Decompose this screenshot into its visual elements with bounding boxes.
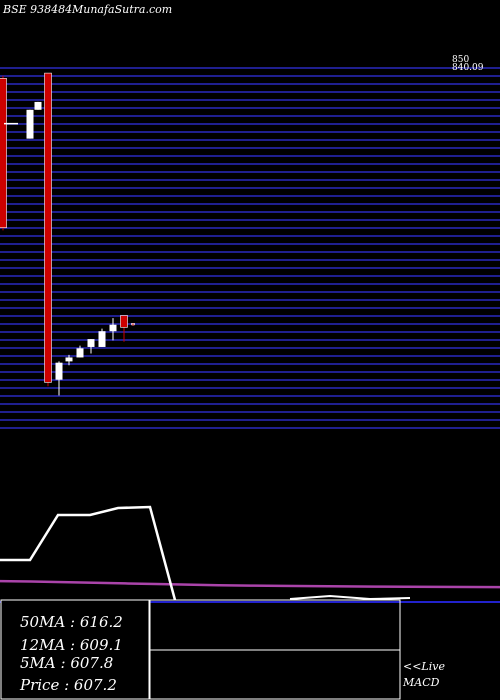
candle	[131, 323, 135, 326]
candle	[26, 109, 34, 139]
candle-body	[26, 109, 34, 139]
candle	[120, 315, 128, 342]
candle	[87, 339, 95, 354]
macd-live-label: <<Live	[403, 660, 445, 673]
ma50-text: 50MA : 616.2	[20, 613, 123, 631]
candle-body	[4, 122, 18, 125]
price-gridlines	[0, 67, 500, 429]
y-tick-label: 840.09	[452, 63, 484, 73]
candlestick-series	[0, 72, 135, 396]
candle-body	[44, 72, 52, 383]
macd-signal-line	[0, 579, 500, 589]
site-label: MunafaSutra.com	[71, 3, 172, 16]
candle-body	[109, 324, 117, 332]
candle-body	[98, 331, 106, 347]
candle	[0, 75, 7, 231]
candle-body	[65, 357, 73, 362]
macd-title-label: MACD	[402, 676, 440, 689]
candle	[4, 122, 18, 125]
candle	[98, 328, 106, 347]
macd-line	[0, 505, 177, 601]
candle	[76, 345, 84, 358]
candle-body	[34, 101, 42, 110]
candle	[55, 361, 63, 396]
macd-line-tail	[289, 594, 411, 601]
candle	[44, 72, 52, 387]
ma5-text: 5MA : 607.8	[20, 654, 113, 672]
price-text: Price : 607.2	[19, 676, 117, 694]
candle-body	[55, 362, 63, 380]
symbol-label: BSE 938484	[2, 3, 72, 16]
candle	[109, 318, 117, 341]
ma12-text: 12MA : 609.1	[20, 636, 123, 654]
candle-body	[87, 339, 95, 347]
y-tick-label: 850	[452, 55, 469, 65]
info-box	[0, 599, 150, 700]
candle-body	[76, 348, 84, 358]
candle	[65, 354, 73, 366]
candle-body	[120, 315, 128, 328]
candle-body	[0, 78, 7, 229]
candle	[34, 101, 42, 110]
candle-body	[131, 323, 135, 326]
